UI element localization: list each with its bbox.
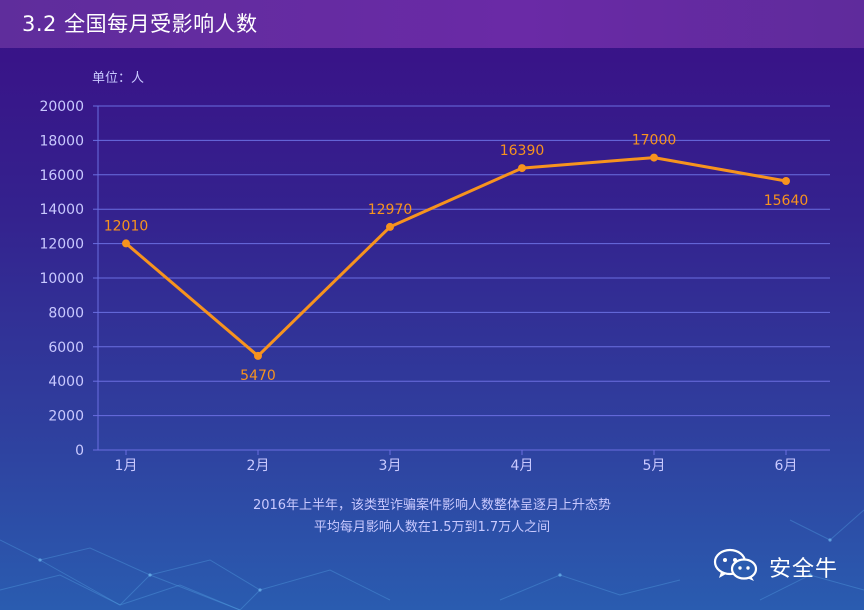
- data-label: 16390: [500, 143, 545, 159]
- y-tick-label: 20000: [39, 99, 84, 115]
- data-point: [782, 176, 790, 185]
- y-axis-tick-labels: 0 2000 4000 6000 8000 10000 12000 14000 16000 180…: [39, 99, 84, 459]
- y-tick-label: 8000: [48, 305, 84, 321]
- data-label: 5470: [240, 368, 276, 384]
- data-label: 12010: [104, 218, 149, 234]
- brand-name: 安全牛: [768, 557, 838, 582]
- x-tick-label: 4月: [511, 458, 534, 474]
- series-line: [125, 156, 787, 358]
- data-label: 12970: [368, 202, 413, 218]
- x-tick-label: 6月: [775, 458, 798, 474]
- y-tick-label: 10000: [39, 271, 84, 287]
- y-tick-label: 2000: [48, 409, 84, 425]
- y-tick-label: 12000: [39, 237, 84, 253]
- header-bar: 3.2 全国每月受影响人数: [0, 0, 864, 48]
- y-axis-unit-label: 单位：人: [92, 71, 144, 86]
- caption-line-1: 2016年上半年，该类型诈骗案件影响人数整体呈逐月上升态势: [252, 498, 612, 513]
- data-point: [254, 351, 262, 360]
- x-tick-label: 3月: [379, 458, 402, 474]
- y-tick-label: 16000: [39, 168, 84, 184]
- data-label: 15640: [764, 193, 809, 209]
- data-point: [650, 153, 658, 162]
- x-tick-label: 1月: [115, 458, 138, 474]
- data-point: [518, 164, 526, 173]
- data-label: 17000: [632, 133, 677, 149]
- brand-watermark: 安全牛: [713, 548, 838, 586]
- x-axis-tick-labels: 1月 2月 3月 4月 5月 6月: [115, 458, 798, 474]
- x-tick-label: 5月: [643, 458, 666, 474]
- y-tick-label: 0: [75, 443, 84, 459]
- x-tick-label: 2月: [247, 458, 270, 474]
- y-tick-label: 14000: [39, 202, 84, 218]
- data-labels: 12010 5470 12970 16390 17000 15640: [104, 133, 809, 384]
- data-point: [122, 239, 130, 248]
- caption-line-2: 平均每月影响人数在1.5万到1.7万人之间: [313, 520, 551, 535]
- series-line-group: [122, 153, 790, 360]
- y-tick-label: 4000: [48, 374, 84, 390]
- data-point: [386, 222, 394, 231]
- y-tick-label: 6000: [48, 340, 84, 356]
- wechat-icon: [713, 548, 759, 586]
- y-tick-label: 18000: [39, 133, 84, 149]
- page-title: 3.2 全国每月受影响人数: [22, 12, 258, 36]
- gridlines: [93, 105, 830, 455]
